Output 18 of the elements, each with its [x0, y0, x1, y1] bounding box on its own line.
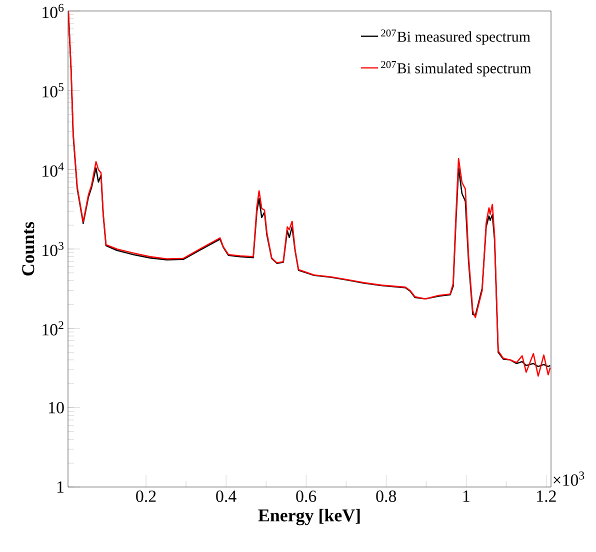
- legend-label: $^{207}$Bi measured spectrum: [381, 29, 530, 45]
- x-tick-label: 0.2: [136, 490, 156, 502]
- x-tick-label: 1.2: [537, 490, 556, 502]
- y-tick-label: 10$^{6}$: [42, 4, 64, 18]
- text: ×10$^{3}$: [554, 472, 584, 486]
- y-tick-label: 10$^{4}$: [42, 162, 64, 177]
- y-tick-label: 1: [57, 481, 64, 493]
- x-tick-label: 1: [463, 490, 470, 502]
- x-tick-label: 0.6: [296, 490, 316, 502]
- y-axis-title: Counts: [22, 222, 34, 276]
- y-tick-label: 10$^{5}$: [42, 83, 64, 98]
- x-tick-label: 0.4: [216, 490, 236, 502]
- y-tick-label: 10$^{2}$: [42, 321, 64, 336]
- x-tick-label: 0.8: [376, 490, 396, 502]
- x-axis-title: Energy [keV]: [258, 508, 360, 526]
- legend-label: $^{207}$Bi simulated spectrum: [381, 61, 532, 76]
- y-tick-label: 10$^{3}$: [42, 242, 64, 256]
- y-tick-label: 10: [49, 402, 64, 414]
